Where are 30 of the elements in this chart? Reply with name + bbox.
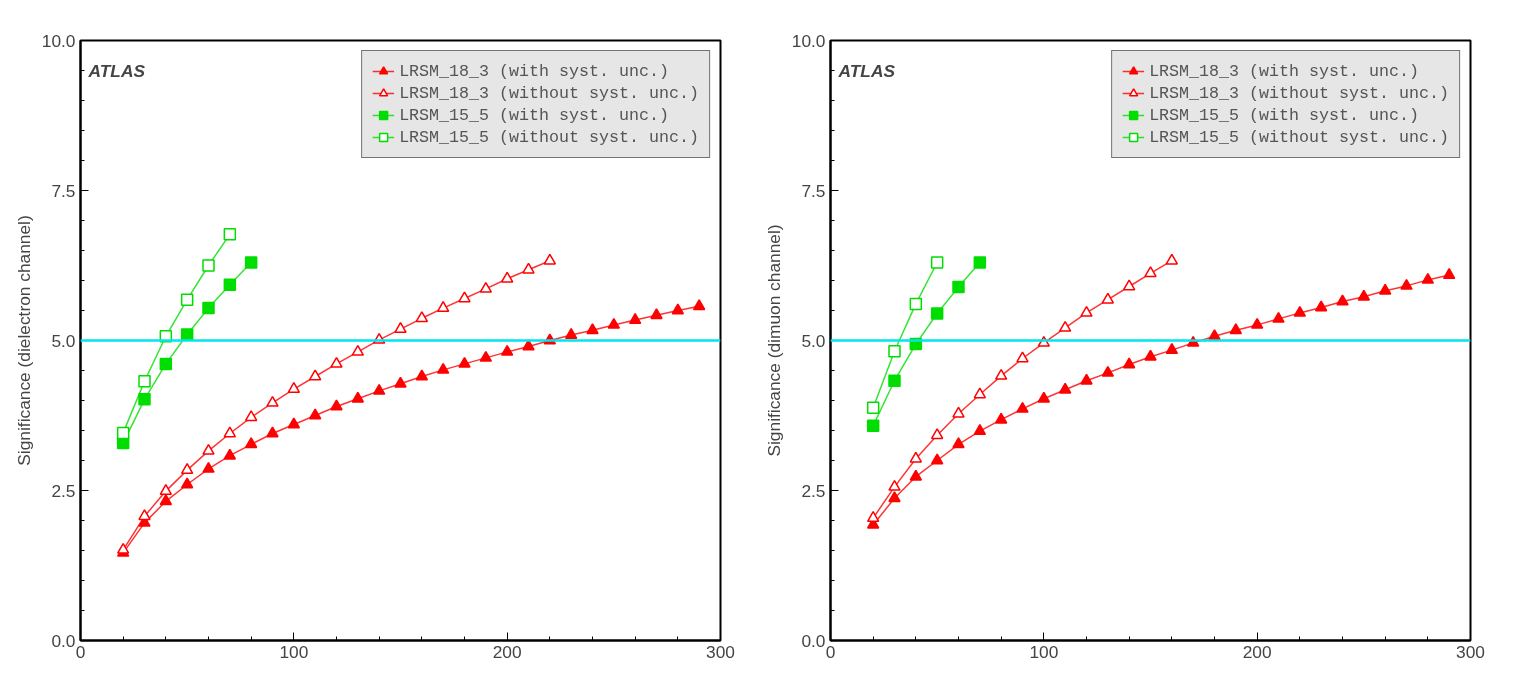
y-tick-label: 7.5 <box>801 180 826 201</box>
y-tick-label: 0.0 <box>51 630 76 651</box>
x-tick-label: 200 <box>1242 641 1272 662</box>
legend-label: LRSM_15_5 (with syst. unc.) <box>1149 105 1420 125</box>
legend-label: LRSM_18_3 (without syst. unc.) <box>1149 83 1449 103</box>
y-tick-label: 10.0 <box>791 30 826 51</box>
legend-label: LRSM_18_3 (with syst. unc.) <box>399 61 670 81</box>
x-tick-label: 300 <box>1456 641 1485 662</box>
annotation: ATLAS <box>87 60 146 81</box>
y-tick-label: 10.0 <box>41 30 76 51</box>
y-tick-label: 0.0 <box>801 630 826 651</box>
x-tick-label: 300 <box>706 641 735 662</box>
y-tick-label: 7.5 <box>51 180 76 201</box>
y-tick-label: 2.5 <box>801 480 826 501</box>
legend-label: LRSM_18_3 (with syst. unc.) <box>1149 61 1420 81</box>
y-tick-label: 2.5 <box>51 480 76 501</box>
x-tick-label: 100 <box>279 641 309 662</box>
legend-label: LRSM_15_5 (without syst. unc.) <box>1149 127 1449 147</box>
y-tick-label: 5.0 <box>801 330 826 351</box>
x-tick-label: 0 <box>75 641 86 662</box>
x-tick-label: 200 <box>492 641 522 662</box>
y-axis-title: Significance (dimuon channel) <box>763 224 784 457</box>
x-tick-label: 100 <box>1029 641 1059 662</box>
legend-label: LRSM_18_3 (without syst. unc.) <box>399 83 699 103</box>
annotation: ATLAS <box>837 60 896 81</box>
legend-label: LRSM_15_5 (without syst. unc.) <box>399 127 699 147</box>
legend-label: LRSM_15_5 (with syst. unc.) <box>399 105 670 125</box>
y-axis-title: Significance (dielectron channel) <box>13 215 34 466</box>
y-tick-label: 5.0 <box>51 330 76 351</box>
x-tick-label: 0 <box>825 641 836 662</box>
